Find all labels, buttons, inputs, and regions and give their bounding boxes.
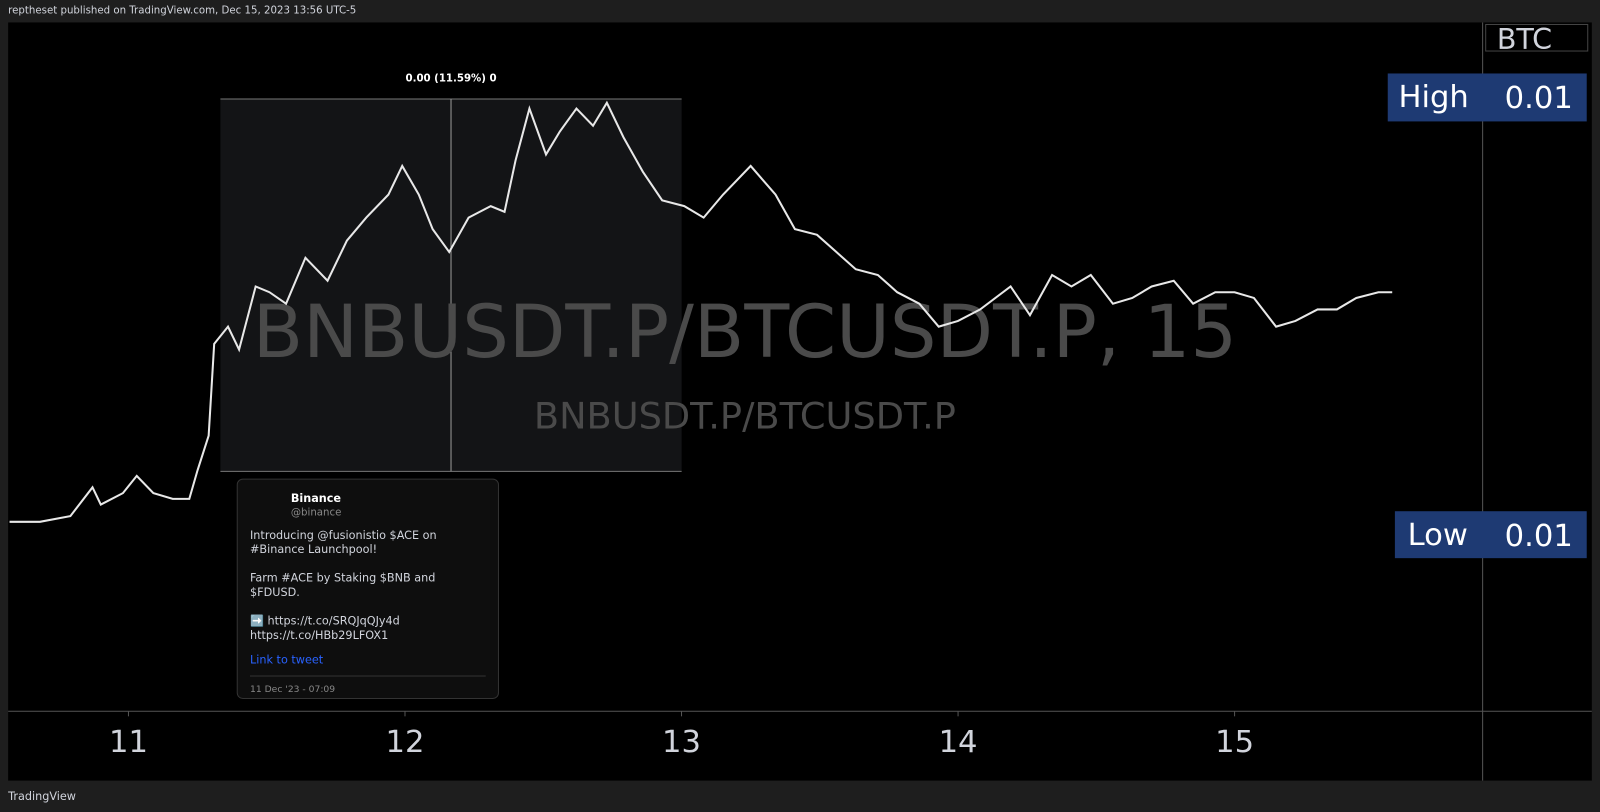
watermark-sub: BNBUSDT.P/BTCUSDT.P xyxy=(534,395,956,438)
low-box xyxy=(1394,511,1587,559)
x-tick-label: 13 xyxy=(662,725,701,760)
watermark: BNBUSDT.P/BTCUSDT.P, 15 xyxy=(253,290,1237,375)
tweet-text: ➡️ https://t.co/SRQJqQJy4d https://t.co/… xyxy=(249,614,400,642)
footer-brand: TradingView xyxy=(8,789,76,804)
x-tick-label: 15 xyxy=(1215,725,1254,760)
low-value: 0.01 xyxy=(1505,519,1573,554)
currency-box xyxy=(1485,23,1589,52)
price-line xyxy=(9,100,1393,523)
currency: BTC xyxy=(1497,22,1552,56)
tweet-date: 11 Dec '23 - 07:09 xyxy=(249,675,486,697)
tweet-author: Binance xyxy=(290,491,342,506)
x-tick-label: 14 xyxy=(939,725,978,760)
x-tick-label: 11 xyxy=(109,725,148,760)
tweet-text: Introducing @fusionistio $ACE on #Binanc… xyxy=(249,528,437,557)
x-tick-label: 12 xyxy=(386,725,425,760)
tweet-card: Binance @binance Introducing @fusionisti… xyxy=(236,478,499,699)
high-value: 0.01 xyxy=(1505,81,1573,116)
high-label: High xyxy=(1398,80,1468,115)
high-box xyxy=(1387,73,1587,122)
publish-info: reptheset published on TradingView.com, … xyxy=(8,5,357,17)
measure-label: 0.00 (11.59%) 0 xyxy=(405,74,496,85)
low-label: Low xyxy=(1408,518,1468,553)
tweet-text: Farm #ACE by Staking $BNB and $FDUSD. xyxy=(249,571,436,599)
tweet-handle: @binance xyxy=(290,507,342,519)
tweet-link[interactable]: Link to tweet xyxy=(249,653,324,667)
